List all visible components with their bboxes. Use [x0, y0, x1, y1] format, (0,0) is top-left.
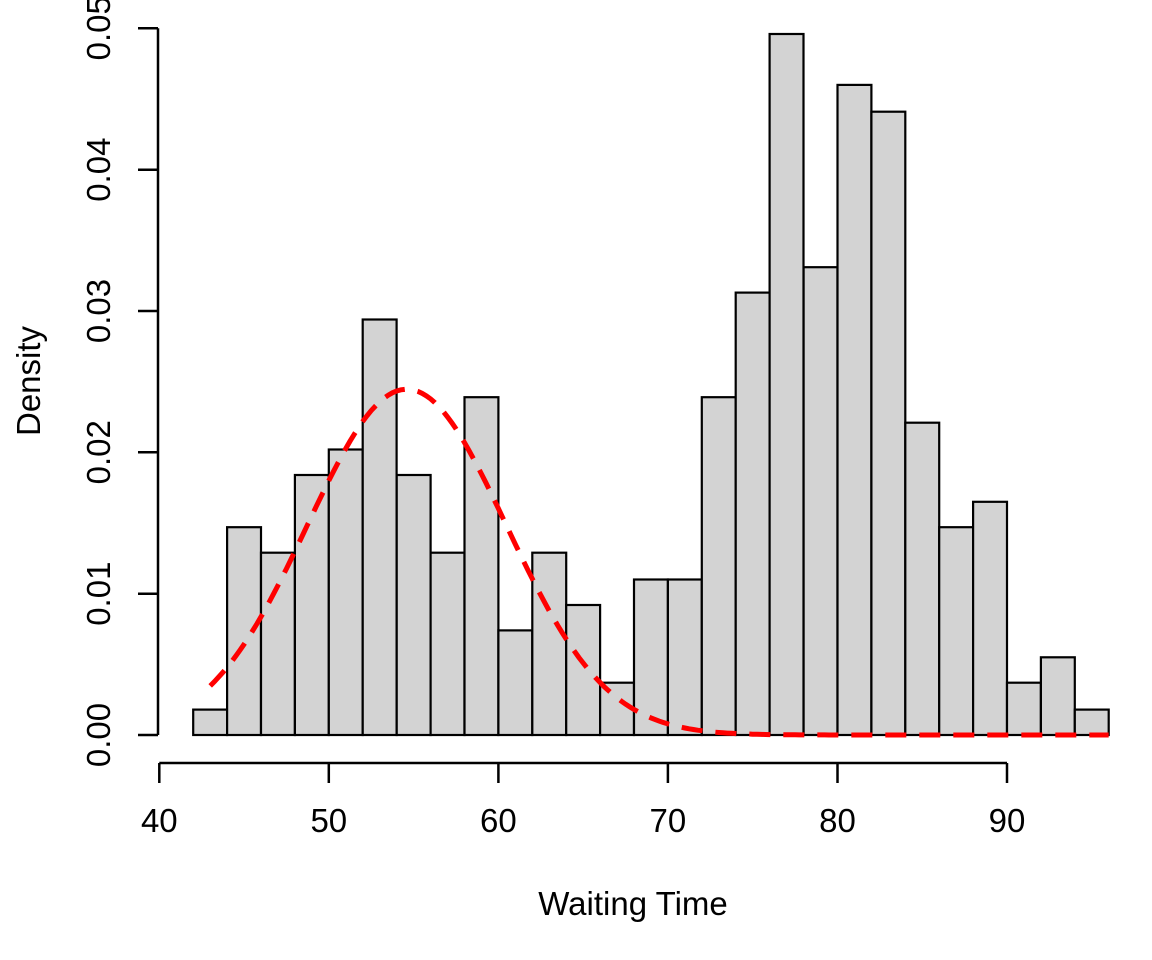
y-tick-label: 0.02	[80, 420, 117, 484]
x-tick-label: 50	[310, 802, 347, 839]
y-axis-title: Density	[10, 325, 47, 436]
y-tick-label: 0.01	[80, 562, 117, 626]
histogram-bar	[870, 110, 907, 737]
histogram-bars	[192, 32, 1110, 737]
histogram-bar	[836, 83, 873, 737]
y-tick-label: 0.05	[80, 0, 117, 60]
x-tick-label: 40	[141, 802, 178, 839]
y-tick-label: 0.04	[80, 138, 117, 202]
histogram-bar	[904, 421, 941, 737]
histogram-bar	[1039, 656, 1076, 737]
histogram-bar	[734, 291, 771, 737]
histogram-bar	[293, 473, 330, 737]
histogram-bar	[226, 526, 263, 737]
histogram-bar	[971, 500, 1009, 737]
histogram-bar	[327, 448, 364, 737]
histogram-bar	[361, 318, 398, 737]
histogram-bar	[429, 551, 466, 737]
histogram-bar	[1073, 708, 1110, 737]
x-tick-label: 70	[650, 802, 687, 839]
x-axis: 40 50 60 70 80 90	[141, 761, 1026, 839]
histogram-bar	[565, 603, 602, 737]
y-axis: 0.00 0.01 0.02 0.03 0.04 0.05	[80, 0, 160, 767]
histogram-bar	[666, 578, 703, 737]
y-tick-label: 0.00	[80, 703, 117, 767]
histogram-bar	[259, 551, 297, 737]
histogram-bar	[700, 396, 737, 737]
histogram-bar	[632, 578, 670, 737]
histogram-bar	[531, 551, 568, 737]
density-curve-dashed	[208, 386, 1109, 738]
histogram-bar	[802, 266, 839, 737]
x-tick-label: 80	[819, 802, 856, 839]
histogram-bar	[768, 32, 805, 737]
y-tick-label: 0.03	[80, 279, 117, 343]
histogram-bar	[395, 473, 432, 737]
histogram-bar	[497, 629, 534, 737]
histogram-bar	[938, 526, 975, 737]
histogram-bar	[1005, 681, 1043, 737]
x-tick-label: 60	[480, 802, 517, 839]
x-tick-label: 90	[989, 802, 1026, 839]
histogram-bar	[192, 708, 229, 737]
x-axis-title: Waiting Time	[538, 885, 728, 922]
